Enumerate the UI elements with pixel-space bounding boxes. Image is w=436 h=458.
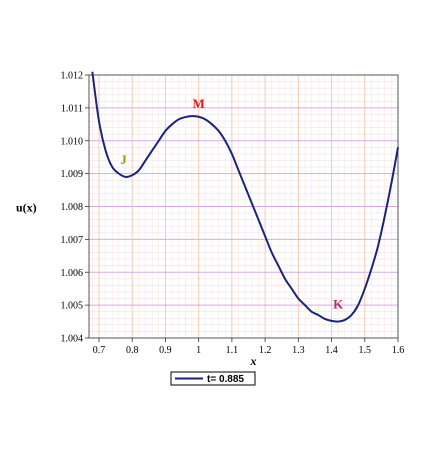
point-label-m: M (193, 96, 205, 111)
x-tick-label: 1.3 (292, 345, 305, 356)
y-tick-label: 1.010 (61, 136, 84, 147)
series-line (91, 71, 399, 323)
y-tick-label: 1.011 (61, 103, 83, 114)
y-axis-label: u(x) (16, 201, 37, 215)
x-tick-label: 1.1 (226, 345, 239, 356)
x-tick-label: 1.4 (325, 345, 338, 356)
axis-ticks: 0.7 0.8 0.9 1 1.1 1.2 1.3 1.4 1.5 1.6 1.004 1.005 1.… (61, 71, 405, 357)
legend: t= 0.885 (170, 371, 256, 386)
point-label-k: K (333, 296, 344, 311)
y-tick-label: 1.004 (61, 334, 84, 345)
x-tick-label: 1.5 (359, 345, 372, 356)
x-axis-label: x (250, 354, 257, 368)
y-tick-label: 1.006 (61, 268, 84, 279)
grid-lines (89, 74, 399, 339)
x-tick-label: 0.7 (93, 345, 106, 356)
point-label-j: J (120, 152, 127, 167)
annotations: J M K (120, 96, 344, 312)
x-tick-label: 1.2 (259, 345, 272, 356)
y-tick-label: 1.008 (61, 202, 84, 213)
y-tick-label: 1.005 (61, 301, 84, 312)
x-tick-label: 0.9 (159, 345, 172, 356)
legend-box (170, 371, 256, 386)
x-tick-label: 1.6 (392, 345, 405, 356)
y-tick-label: 1.007 (61, 235, 84, 246)
legend-entry: t= 0.885 (207, 374, 244, 385)
y-tick-label: 1.012 (61, 71, 84, 82)
y-tick-label: 1.009 (61, 169, 84, 180)
series-layer (91, 71, 399, 323)
x-tick-label: 0.8 (126, 345, 139, 356)
x-tick-label: 1 (196, 345, 201, 356)
